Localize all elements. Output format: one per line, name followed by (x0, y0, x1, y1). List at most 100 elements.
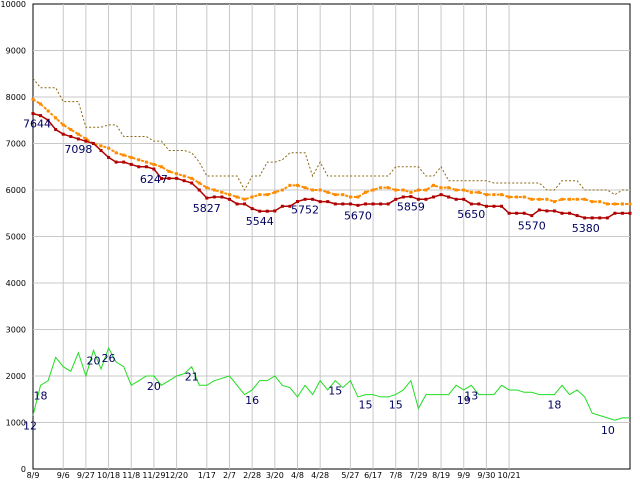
series-main-point (39, 114, 43, 118)
series-moving-average-point (250, 195, 254, 199)
series-main-point (530, 214, 534, 218)
series-main-point (182, 179, 186, 183)
series-main-point (46, 118, 50, 122)
series-main-point (454, 197, 458, 201)
series-moving-average-point (583, 197, 587, 201)
series-main-point (507, 211, 511, 215)
series-moving-average-point (227, 193, 231, 197)
series-main-point (303, 197, 307, 201)
series-moving-average-point (432, 183, 436, 187)
series-main-point (560, 211, 564, 215)
series-main-point (545, 209, 549, 213)
series-moving-average-point (590, 200, 594, 204)
y-tick-label: 9000 (6, 47, 26, 56)
series-main-point (265, 209, 269, 213)
y-tick-label: 3000 (6, 326, 26, 335)
series-moving-average-point (462, 188, 466, 192)
data-label: 19 (457, 394, 471, 407)
series-main-point (333, 202, 337, 206)
series-moving-average-point (424, 188, 428, 192)
series-moving-average-point (99, 144, 103, 148)
x-tick-label: 2/28 (243, 471, 261, 480)
x-tick-label: 10/18 (97, 471, 120, 480)
series-moving-average-point (469, 190, 473, 194)
data-label: 7644 (23, 118, 51, 131)
series-moving-average-point (295, 183, 299, 187)
series-moving-average-point (401, 188, 405, 192)
series-moving-average-point (341, 193, 345, 197)
series-moving-average-point (273, 190, 277, 194)
series-moving-average-point (175, 172, 179, 176)
series-moving-average-point (394, 188, 398, 192)
series-moving-average-point (107, 146, 111, 150)
data-label: 12 (23, 420, 37, 433)
series-main-point (552, 209, 556, 213)
data-label: 10 (601, 424, 615, 437)
series-main-point (613, 211, 617, 215)
x-tick-label: 8/9 (27, 471, 40, 480)
series-moving-average-point (500, 193, 504, 197)
series-main-point (462, 197, 466, 201)
data-label: 15 (389, 399, 403, 412)
series-moving-average-point (311, 188, 315, 192)
series-main-point (379, 202, 383, 206)
grid-lines (33, 4, 630, 469)
series-moving-average-point (167, 169, 171, 173)
x-tick-label: 9/9 (457, 471, 470, 480)
data-label: 20 (147, 380, 161, 393)
series-moving-average-point (190, 176, 194, 180)
series-moving-average-point (560, 197, 564, 201)
series-moving-average-point (447, 186, 451, 190)
series-moving-average-point (243, 197, 247, 201)
series-moving-average-point (492, 193, 496, 197)
series-moving-average-point (439, 186, 443, 190)
series-main-point (84, 139, 88, 143)
series-moving-average-point (364, 190, 368, 194)
x-tick-label: 4/28 (311, 471, 329, 480)
series-moving-average-point (39, 102, 43, 106)
series-moving-average-point (265, 193, 269, 197)
series-main-point (432, 195, 436, 199)
series-main-point (522, 211, 526, 215)
x-tick-label: 10/21 (498, 471, 521, 480)
series-main-point (273, 209, 277, 213)
x-tick-label: 11/8 (122, 471, 140, 480)
series-main-point (167, 176, 171, 180)
x-tick-label: 9/6 (57, 471, 70, 480)
series-moving-average-point (54, 116, 58, 120)
y-axis-ticks: 0 1000 2000 3000 4000 5000 6000 7000 8000 9000 100… (1, 0, 26, 474)
series-moving-average-point (69, 128, 73, 132)
series-main-point (31, 112, 35, 116)
series-moving-average-point (280, 188, 284, 192)
series-moving-average-point (545, 197, 549, 201)
series-main-point (409, 195, 413, 199)
series-main-point (416, 197, 420, 201)
series-moving-average-point (356, 195, 360, 199)
series-main-point (439, 193, 443, 197)
series-main-point (144, 165, 148, 169)
x-tick-label: 7/8 (389, 471, 402, 480)
y-tick-label: 1000 (6, 419, 26, 428)
series-main-point (348, 202, 352, 206)
series-moving-average-point (61, 123, 65, 127)
x-tick-label: 4/8 (291, 471, 304, 480)
series-main-point (364, 202, 368, 206)
data-label: 5827 (193, 202, 221, 215)
x-tick-label: 6/17 (364, 471, 382, 480)
data-label: 18 (34, 389, 48, 402)
series-main-point (137, 165, 141, 169)
series-main-point (288, 204, 292, 208)
series-moving-average-point (122, 153, 126, 157)
series-main-point (583, 216, 587, 220)
series-main-point (568, 211, 572, 215)
series-moving-average-point (220, 190, 224, 194)
series-main-point (76, 137, 80, 141)
series-main-point (159, 177, 163, 181)
data-label: 5752 (291, 203, 319, 216)
data-label: 5544 (246, 215, 274, 228)
y-tick-label: 0 (21, 465, 26, 474)
series-moving-average-point (152, 162, 156, 166)
series-main-point (492, 204, 496, 208)
series-main-point (371, 202, 375, 206)
